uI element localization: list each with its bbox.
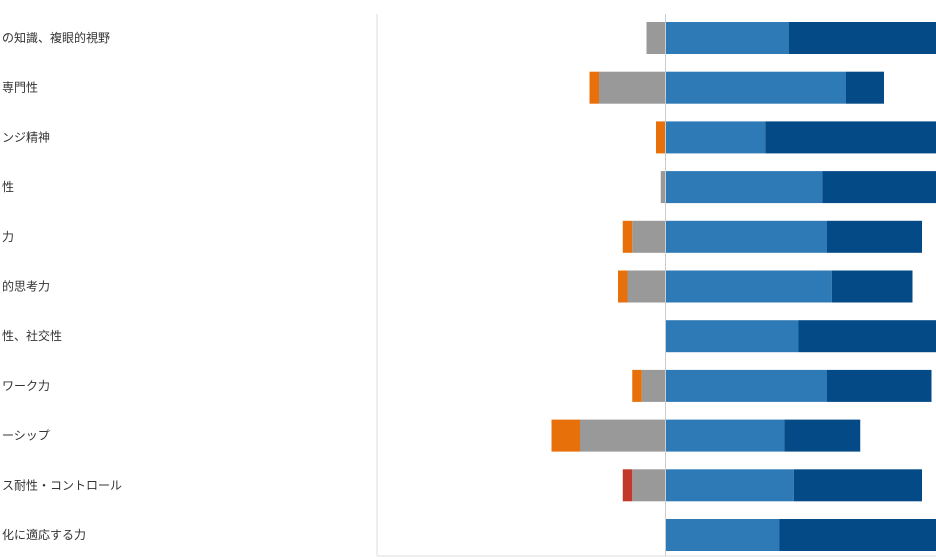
bar-segments	[551, 22, 936, 551]
bar-segment-positive-1	[822, 171, 936, 204]
bar-segment-negative-1	[618, 270, 628, 303]
category-label: ンジ精神	[2, 130, 50, 144]
bar-segment-negative-1	[551, 419, 580, 452]
bar-segment-positive-0	[665, 71, 846, 104]
category-label: ーシップ	[2, 429, 50, 443]
bar-segment-negative-0	[632, 469, 666, 502]
bar-segment-negative-0	[632, 220, 666, 253]
category-label: ス耐性・コントロール	[2, 478, 122, 492]
bar-segment-positive-1	[784, 419, 861, 452]
bar-segment-negative-1	[656, 121, 666, 154]
bar-segment-positive-0	[665, 320, 799, 353]
bar-segment-positive-0	[665, 369, 827, 402]
bar-segment-positive-1	[779, 519, 936, 551]
bar-segment-negative-0	[646, 22, 666, 54]
bar-segment-negative-0	[580, 419, 666, 452]
category-labels: の知識、複眼的視野専門性ンジ精神性力的思考力性、社交性ワーク力ーシップス耐性・コ…	[2, 30, 122, 542]
bar-segment-positive-1	[793, 469, 922, 502]
bar-segment-positive-0	[665, 22, 789, 54]
bar-segment-negative-0	[599, 71, 666, 104]
bar-segment-positive-1	[831, 270, 913, 303]
bar-segment-negative-0	[627, 270, 666, 303]
bar-segment-positive-1	[765, 121, 936, 154]
bar-segment-negative-0	[660, 171, 666, 204]
category-label: ワーク力	[2, 379, 50, 393]
bar-segment-positive-0	[665, 270, 832, 303]
bar-segment-positive-1	[798, 320, 936, 353]
bar-segment-negative-1	[589, 71, 599, 104]
category-label: 性	[2, 180, 14, 194]
category-label: 化に適応する力	[2, 527, 86, 542]
category-label: 的思考力	[2, 279, 50, 294]
bar-segment-positive-1	[789, 22, 936, 54]
bar-segment-positive-0	[665, 220, 827, 253]
bar-segment-negative-1	[632, 369, 642, 402]
category-label: の知識、複眼的視野	[2, 30, 110, 45]
category-label: 専門性	[2, 81, 38, 95]
bar-segment-positive-0	[665, 469, 794, 502]
bar-segment-positive-0	[665, 121, 766, 154]
bar-segment-positive-1	[846, 71, 884, 104]
category-label: 性、社交性	[2, 328, 62, 343]
bar-segment-positive-0	[665, 419, 785, 452]
category-label: 力	[2, 230, 14, 244]
bar-segment-positive-0	[665, 519, 780, 551]
bar-segment-negative-1	[622, 220, 633, 253]
bar-segment-positive-1	[827, 220, 922, 253]
bar-segment-positive-0	[665, 171, 823, 204]
bar-segment-positive-1	[827, 369, 932, 402]
bar-segment-negative-0	[641, 369, 666, 402]
bar-segment-negative-2	[622, 469, 633, 502]
